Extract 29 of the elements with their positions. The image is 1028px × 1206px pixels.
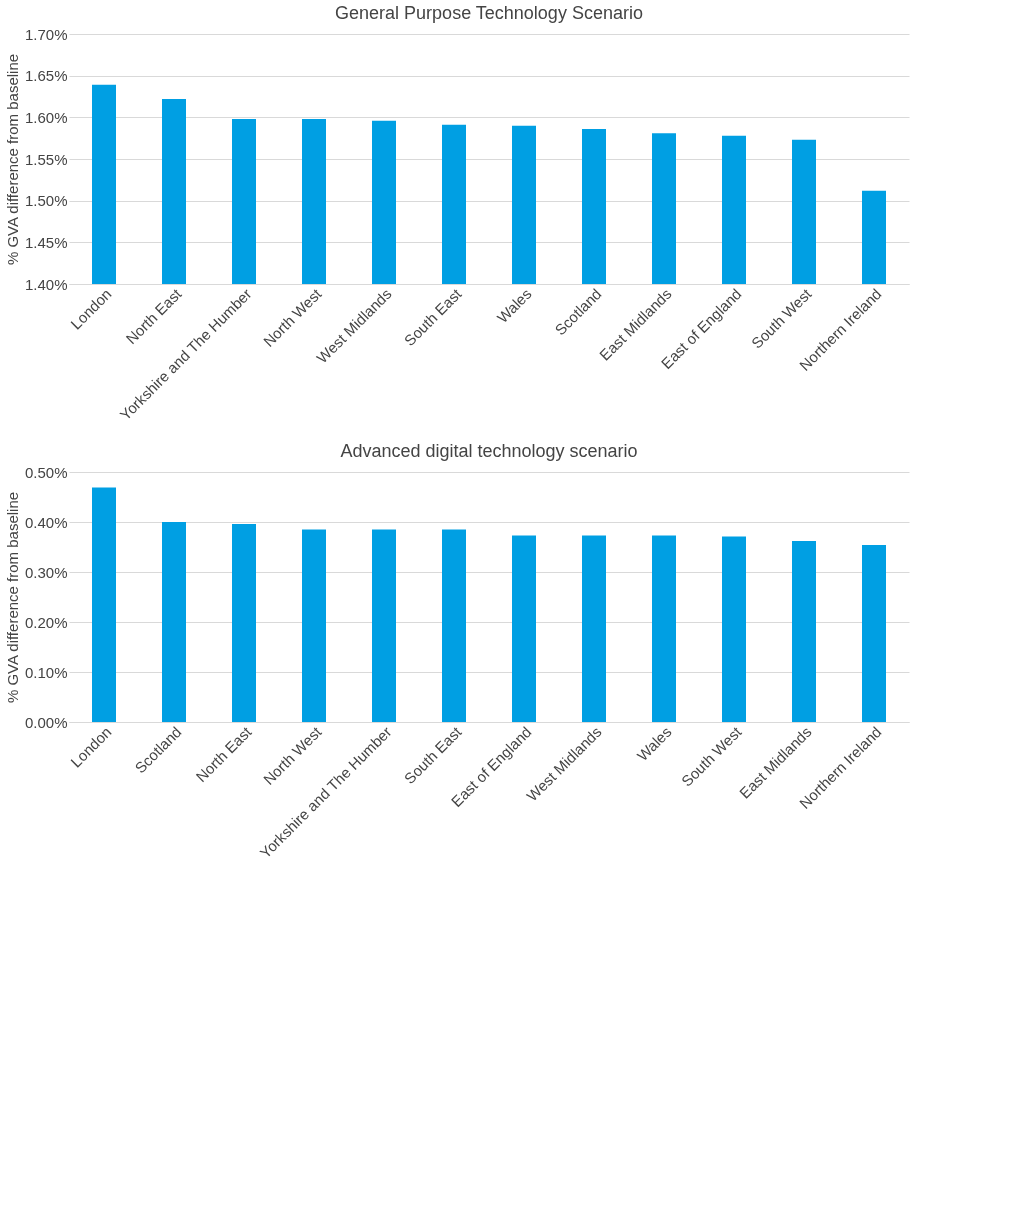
y-tick-label: 1.65% bbox=[24, 67, 68, 85]
chart-title: General Purpose Technology Scenario bbox=[335, 3, 643, 23]
y-tick-label: 1.40% bbox=[24, 275, 68, 293]
y-tick-label: 0.20% bbox=[24, 613, 68, 631]
y-tick-label: 0.50% bbox=[24, 463, 68, 481]
bar bbox=[862, 545, 886, 722]
bar bbox=[92, 487, 116, 722]
bar bbox=[722, 536, 746, 722]
bar bbox=[232, 524, 256, 722]
bar bbox=[792, 541, 816, 722]
bar bbox=[512, 535, 536, 722]
y-tick-label: 0.40% bbox=[24, 513, 68, 531]
y-axis-title: % GVA difference from baseline bbox=[3, 491, 21, 704]
y-tick-label: 1.45% bbox=[24, 233, 68, 251]
y-axis-title: % GVA difference from baseline bbox=[3, 53, 21, 266]
bar bbox=[652, 535, 676, 722]
bar bbox=[162, 522, 186, 722]
y-tick-label: 0.10% bbox=[24, 663, 68, 681]
y-tick-label: 0.30% bbox=[24, 563, 68, 581]
bar bbox=[372, 529, 396, 722]
bar bbox=[302, 529, 326, 722]
y-tick-label: 0.00% bbox=[24, 713, 68, 731]
y-tick-label: 1.70% bbox=[24, 25, 68, 43]
y-tick-label: 1.50% bbox=[24, 192, 68, 210]
bar bbox=[582, 535, 606, 722]
bar bbox=[442, 529, 466, 722]
chart-title: Advanced digital technology scenario bbox=[340, 441, 638, 461]
y-tick-label: 1.55% bbox=[24, 150, 68, 168]
y-tick-label: 1.60% bbox=[24, 108, 68, 126]
